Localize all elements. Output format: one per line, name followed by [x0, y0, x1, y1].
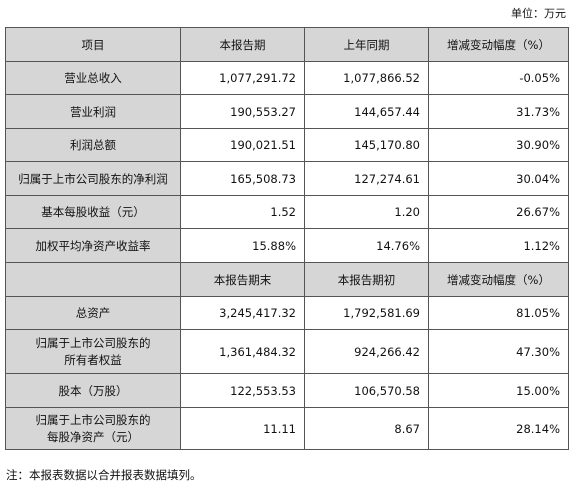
header-prior-year-period: 上年同期 — [304, 27, 429, 62]
cell-prior: 1,077,866.52 — [304, 61, 429, 95]
row-label: 归属于上市公司股东的净利润 — [5, 161, 181, 196]
cell-prior: 127,274.61 — [304, 161, 429, 196]
cell-change: 1.12% — [428, 228, 569, 263]
subheader-item — [5, 262, 181, 297]
row-label-line2: 所有者权益 — [64, 352, 122, 367]
cell-prior: 144,657.44 — [304, 94, 429, 129]
table-row: 基本每股收益（元） 1.52 1.20 26.67% — [5, 195, 569, 229]
row-label-line1: 总资产 — [75, 306, 111, 320]
cell-change: 15.00% — [428, 373, 569, 408]
subheader-period-start: 本报告期初 — [304, 262, 429, 297]
cell-change: 26.67% — [428, 195, 569, 229]
footnote: 注：本报表数据以合并报表数据填列。 — [6, 468, 202, 482]
cell-period-start: 8.67 — [304, 407, 429, 450]
row-label-line1: 归属于上市公司股东的 — [35, 412, 151, 427]
cell-period-start: 1,792,581.69 — [304, 296, 429, 330]
header-current-period: 本报告期 — [180, 27, 305, 62]
cell-change: 31.73% — [428, 94, 569, 129]
table-row: 营业利润 190,553.27 144,657.44 31.73% — [5, 94, 569, 129]
cell-current: 190,021.51 — [180, 128, 305, 162]
cell-prior: 1.20 — [304, 195, 429, 229]
cell-period-end: 11.11 — [180, 407, 305, 450]
table-row: 归属于上市公司股东的 每股净资产（元） 11.11 8.67 28.14% — [5, 407, 569, 450]
row-label: 归属于上市公司股东的 每股净资产（元） — [5, 407, 181, 450]
table-row: 营业总收入 1,077,291.72 1,077,866.52 -0.05% — [5, 61, 569, 95]
row-label: 归属于上市公司股东的 所有者权益 — [5, 329, 181, 374]
table-header-row: 项目 本报告期 上年同期 增减变动幅度（%） — [5, 27, 569, 62]
row-label: 营业利润 — [5, 94, 181, 129]
cell-period-end: 3,245,417.32 — [180, 296, 305, 330]
row-label: 基本每股收益（元） — [5, 195, 181, 229]
cell-current: 1,077,291.72 — [180, 61, 305, 95]
table-row: 总资产 3,245,417.32 1,792,581.69 81.05% — [5, 296, 569, 330]
subheader-change-pct: 增减变动幅度（%） — [428, 262, 569, 297]
cell-prior: 145,170.80 — [304, 128, 429, 162]
financial-data-table: 项目 本报告期 上年同期 增减变动幅度（%） 营业总收入 1,077,291.7… — [5, 27, 569, 450]
row-label: 股本（万股） — [5, 373, 181, 408]
cell-current: 165,508.73 — [180, 161, 305, 196]
table-row: 归属于上市公司股东的净利润 165,508.73 127,274.61 30.0… — [5, 161, 569, 196]
row-label-line1: 归属于上市公司股东的 — [35, 335, 151, 350]
cell-period-start: 106,570.58 — [304, 373, 429, 408]
row-label: 营业总收入 — [5, 61, 181, 95]
cell-prior: 14.76% — [304, 228, 429, 263]
cell-change: 30.90% — [428, 128, 569, 162]
subheader-period-end: 本报告期末 — [180, 262, 305, 297]
header-item: 项目 — [5, 27, 181, 62]
table-row: 加权平均净资产收益率 15.88% 14.76% 1.12% — [5, 228, 569, 263]
cell-current: 15.88% — [180, 228, 305, 263]
cell-current: 190,553.27 — [180, 94, 305, 129]
table-row: 归属于上市公司股东的 所有者权益 1,361,484.32 924,266.42… — [5, 329, 569, 374]
cell-change: 28.14% — [428, 407, 569, 450]
cell-change: 30.04% — [428, 161, 569, 196]
table-row: 股本（万股） 122,553.53 106,570.58 15.00% — [5, 373, 569, 408]
row-label-line2: 每股净资产（元） — [47, 429, 139, 444]
cell-period-start: 924,266.42 — [304, 329, 429, 374]
row-label: 总资产 — [5, 296, 181, 330]
row-label: 利润总额 — [5, 128, 181, 162]
header-change-pct: 增减变动幅度（%） — [428, 27, 569, 62]
table-subheader-row: 本报告期末 本报告期初 增减变动幅度（%） — [5, 262, 569, 297]
row-label: 加权平均净资产收益率 — [5, 228, 181, 263]
unit-label: 单位：万元 — [511, 7, 566, 20]
table-row: 利润总额 190,021.51 145,170.80 30.90% — [5, 128, 569, 162]
cell-change: 81.05% — [428, 296, 569, 330]
cell-current: 1.52 — [180, 195, 305, 229]
cell-period-end: 122,553.53 — [180, 373, 305, 408]
cell-period-end: 1,361,484.32 — [180, 329, 305, 374]
cell-change: 47.30% — [428, 329, 569, 374]
row-label-line1: 股本（万股） — [58, 383, 128, 398]
cell-change: -0.05% — [428, 61, 569, 95]
